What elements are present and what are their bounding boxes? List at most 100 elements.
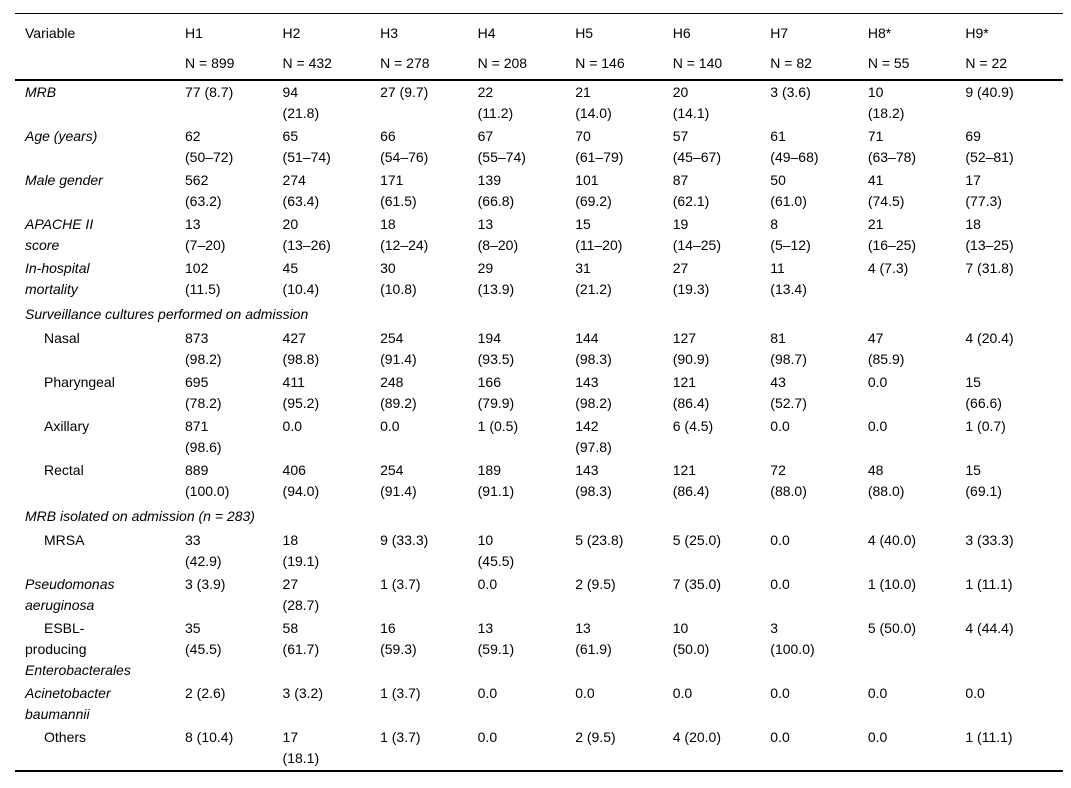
cell-value: 889 (100.0) bbox=[185, 462, 230, 499]
cell-value: 77 (8.7) bbox=[185, 84, 234, 100]
cell-value: 0.0 bbox=[477, 729, 498, 745]
row-label: ESBL-producing Enterobacterales bbox=[15, 617, 185, 682]
cell-value: 1 (11.1) bbox=[965, 576, 1013, 592]
cell-mrsa-h1: 33 (42.9) bbox=[185, 529, 283, 573]
cell-value: 7 (31.8) bbox=[965, 260, 1014, 276]
cell-value: 50 (61.0) bbox=[770, 172, 807, 209]
cell-nasal-h6: 127 (90.9) bbox=[673, 327, 771, 371]
cell-value: 10 (45.5) bbox=[477, 532, 515, 569]
cell-value: 0.0 bbox=[770, 532, 790, 548]
cell-pharyngeal-h8: 0.0 bbox=[868, 371, 966, 415]
cell-in-hospital-mortality-h2: 45 (10.4) bbox=[283, 257, 381, 301]
row-label-line: Rectal bbox=[44, 462, 84, 478]
table-row-nasal: Nasal 873 (98.2) 427 (98.8) 254 (91.4) 194 (… bbox=[15, 327, 1063, 371]
cell-value: 3 (100.0) bbox=[770, 620, 815, 657]
table-row-pseudomonas-aeruginosa: Pseudomonas aeruginosa 3 (3.9) 27 (28.7) 1 (… bbox=[15, 573, 1063, 617]
table-row-rectal: Rectal 889 (100.0) 406 (94.0) 254 (91.4) 189… bbox=[15, 459, 1063, 503]
column-n-count: N = 208 bbox=[477, 55, 528, 71]
cell-pharyngeal-h1: 695 (78.2) bbox=[185, 371, 283, 415]
cell-value: 16 (59.3) bbox=[380, 620, 417, 657]
cell-value: 5 (50.0) bbox=[867, 620, 917, 636]
cell-value: 274 (63.4) bbox=[282, 172, 320, 209]
cell-axillary-h9: 1 (0.7) bbox=[965, 415, 1063, 459]
row-label: Others bbox=[15, 726, 185, 771]
cell-value: 1 (11.1) bbox=[965, 729, 1013, 745]
cell-value: 3 (3.2) bbox=[282, 685, 324, 701]
cell-mrb-h8: 10 (18.2) bbox=[868, 80, 966, 125]
cell-value: 7 (35.0) bbox=[672, 576, 721, 592]
cell-mrb-h5: 21 (14.0) bbox=[575, 80, 673, 125]
column-n-count: N = 146 bbox=[575, 55, 625, 71]
section-row-section-mrb-isolated: MRB isolated on admission (n = 283) bbox=[15, 503, 1063, 529]
cell-value: 2 (9.5) bbox=[575, 576, 616, 592]
cell-value: 0.0 bbox=[380, 418, 400, 434]
cell-apache-ii-score-h6: 19 (14–25) bbox=[673, 213, 771, 257]
table-row-acinetobacter-baumannii: Acinetobacter baumannii 2 (2.6) 3 (3.2) 1 (3… bbox=[15, 682, 1063, 726]
cell-mrsa-h7: 0.0 bbox=[770, 529, 868, 573]
cell-value: 35 (45.5) bbox=[185, 620, 222, 657]
row-label-line: Enterobacterales bbox=[25, 662, 131, 678]
cell-male-gender-h4: 139 (66.8) bbox=[478, 169, 576, 213]
cell-value: 70 (61–79) bbox=[575, 128, 624, 165]
cell-nasal-h8: 47 (85.9) bbox=[868, 327, 966, 371]
cell-value: 87 (62.1) bbox=[672, 172, 710, 209]
cell-mrsa-h5: 5 (23.8) bbox=[575, 529, 673, 573]
cell-esbl-producing-enterobacterales-h8: 5 (50.0) bbox=[868, 617, 966, 682]
cell-nasal-h7: 81 (98.7) bbox=[770, 327, 868, 371]
column-header-h1: H1 N = 899 bbox=[185, 13, 283, 81]
cell-axillary-h6: 6 (4.5) bbox=[673, 415, 771, 459]
cell-age-years-h2: 65 (51–74) bbox=[283, 125, 381, 169]
patient-characteristics-table-wrap: Variable H1 N = 899 H2 N = 432 H3 N = 278 H4 N … bbox=[15, 13, 1063, 772]
table-row-pharyngeal: Pharyngeal 695 (78.2) 411 (95.2) 248 (89.2)… bbox=[15, 371, 1063, 415]
cell-mrb-h2: 94 (21.8) bbox=[283, 80, 381, 125]
column-header-h2: H2 N = 432 bbox=[282, 13, 381, 81]
cell-value: 0.0 bbox=[282, 418, 303, 434]
row-label: Axillary bbox=[15, 415, 185, 459]
cell-value: 33 (42.9) bbox=[185, 532, 222, 569]
row-label: MRSA bbox=[15, 529, 185, 573]
cell-value: 0.0 bbox=[770, 729, 790, 745]
cell-nasal-h3: 254 (91.4) bbox=[380, 327, 478, 371]
cell-value: 81 (98.7) bbox=[770, 330, 807, 367]
cell-value: 69 (52–81) bbox=[965, 128, 1014, 165]
column-label: H4 bbox=[477, 25, 496, 41]
cell-value: 1 (0.5) bbox=[477, 418, 519, 434]
cell-value: 2 (9.5) bbox=[575, 729, 616, 745]
cell-value: 8 (5–12) bbox=[770, 216, 811, 253]
column-label: H8* bbox=[867, 25, 892, 41]
cell-axillary-h8: 0.0 bbox=[868, 415, 966, 459]
cell-acinetobacter-baumannii-h2: 3 (3.2) bbox=[283, 682, 381, 726]
row-label-line: aeruginosa bbox=[25, 597, 95, 613]
cell-in-hospital-mortality-h4: 29 (13.9) bbox=[478, 257, 576, 301]
cell-acinetobacter-baumannii-h9: 0.0 bbox=[965, 682, 1063, 726]
cell-rectal-h3: 254 (91.4) bbox=[380, 459, 478, 503]
row-label-line: baumannii bbox=[25, 706, 90, 722]
cell-rectal-h1: 889 (100.0) bbox=[185, 459, 283, 503]
cell-value: 62 (50–72) bbox=[185, 128, 234, 165]
cell-esbl-producing-enterobacterales-h6: 10 (50.0) bbox=[673, 617, 771, 682]
cell-in-hospital-mortality-h6: 27 (19.3) bbox=[673, 257, 771, 301]
row-label-line: MRSA bbox=[44, 532, 85, 548]
cell-nasal-h5: 144 (98.3) bbox=[575, 327, 673, 371]
cell-acinetobacter-baumannii-h4: 0.0 bbox=[478, 682, 576, 726]
cell-esbl-producing-enterobacterales-h3: 16 (59.3) bbox=[380, 617, 478, 682]
cell-value: 3 (3.6) bbox=[770, 84, 811, 100]
cell-value: 166 (79.9) bbox=[477, 374, 515, 411]
cell-value: 1 (3.7) bbox=[380, 576, 421, 592]
section-label: Surveillance cultures performed on admis… bbox=[15, 301, 1063, 327]
table-row-male-gender: Male gender 562 (63.2) 274 (63.4) 171 (61.5… bbox=[15, 169, 1063, 213]
row-label-line: APACHE II bbox=[25, 216, 94, 232]
cell-nasal-h4: 194 (93.5) bbox=[478, 327, 576, 371]
cell-esbl-producing-enterobacterales-h1: 35 (45.5) bbox=[185, 617, 283, 682]
cell-value: 11 (13.4) bbox=[770, 260, 807, 297]
cell-value: 71 (63–78) bbox=[867, 128, 917, 165]
cell-value: 18 (12–24) bbox=[380, 216, 429, 253]
cell-others-h7: 0.0 bbox=[770, 726, 868, 771]
cell-value: 254 (91.4) bbox=[380, 330, 417, 367]
column-n-count: N = 55 bbox=[867, 55, 910, 71]
cell-pseudomonas-aeruginosa-h1: 3 (3.9) bbox=[185, 573, 283, 617]
column-n-count: N = 899 bbox=[185, 55, 235, 71]
column-n-count: N = 22 bbox=[965, 55, 1008, 71]
cell-value: 171 (61.5) bbox=[380, 172, 417, 209]
cell-age-years-h8: 71 (63–78) bbox=[868, 125, 966, 169]
